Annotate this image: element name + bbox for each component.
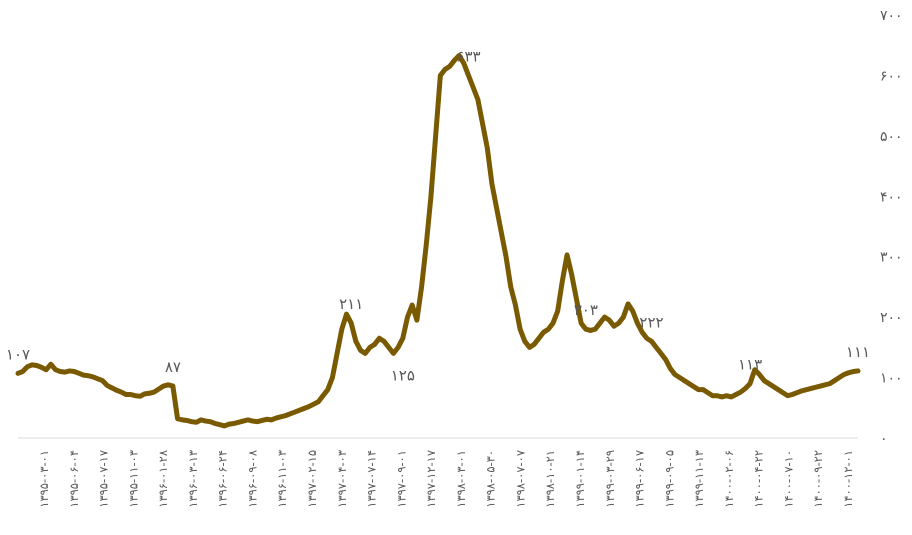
y-tick-label: ۴۰۰ — [880, 189, 903, 205]
data-label: ۱۲۵ — [391, 366, 415, 384]
data-label: ۳۰۳ — [574, 301, 598, 319]
y-tick-label: ۰ — [880, 431, 888, 447]
x-tick-label: ۱۳۹۵-۰۶-۰۴ — [67, 450, 81, 508]
y-tick-label: ۷۰۰ — [880, 8, 903, 24]
x-tick-label: ۱۳۹۸-۰۷-۰۷ — [513, 450, 527, 508]
data-label: ۲۱۱ — [339, 295, 363, 313]
x-tick-label: ۱۳۹۶-۰۶-۲۴ — [216, 450, 230, 508]
x-tick-label: ۱۳۹۹-۱۱-۱۳ — [692, 450, 706, 508]
x-tick-label: ۱۳۹۷-۰۷-۱۴ — [365, 450, 379, 508]
x-tick-label: ۱۳۹۶-۰۹-۰۸ — [245, 450, 259, 508]
x-tick-label: ۱۳۹۹-۰۳-۲۹ — [603, 450, 617, 508]
y-tick-label: ۱۰۰ — [880, 371, 903, 387]
y-tick-label: ۶۰۰ — [880, 68, 903, 84]
x-tick-label: ۱۳۹۶-۰۳-۱۳ — [186, 450, 200, 508]
y-tick-label: ۲۰۰ — [880, 310, 903, 326]
y-tick-label: ۵۰۰ — [880, 129, 903, 145]
x-tick-label: ۱۳۹۵-۰۳-۰۱ — [37, 450, 51, 508]
data-label: ۱۰۷ — [6, 345, 30, 363]
x-tick-label: ۱۴۰۰-۰۹-۲۲ — [811, 450, 825, 508]
x-tick-label: ۱۳۹۸-۰۳-۰۱ — [454, 450, 468, 508]
x-tick-label: ۱۳۹۵-۰۷-۱۷ — [97, 450, 111, 508]
x-tick-label: ۱۳۹۶-۱۱-۰۳ — [275, 450, 289, 508]
data-label: ۸۷ — [165, 358, 181, 376]
x-tick-label: ۱۳۹۷-۰۴-۰۳ — [335, 450, 349, 508]
y-tick-label: ۳۰۰ — [880, 250, 903, 266]
x-tick-label: ۱۳۹۹-۰۱-۱۴ — [573, 450, 587, 508]
data-label: ۶۳۳ — [456, 47, 480, 65]
data-label: ۱۱۱ — [846, 343, 870, 361]
x-tick-label: ۱۳۹۹-۰۶-۱۷ — [633, 450, 647, 508]
x-tick-label: ۱۳۹۶-۰۱-۲۸ — [156, 450, 170, 508]
x-tick-label: ۱۳۹۸-۱۰-۲۱ — [543, 450, 557, 508]
x-tick-label: ۱۳۹۵-۱۱-۰۳ — [126, 450, 140, 508]
x-tick-label: ۱۳۹۷-۰۹-۰۱ — [394, 450, 408, 508]
series-line — [15, 52, 861, 429]
x-tick-label: ۱۴۰۰-۰۴-۲۲ — [752, 450, 766, 508]
x-tick-label: ۱۴۰۰-۰۲-۰۶ — [722, 450, 736, 508]
x-tick-label: ۱۴۰۰-۰۷-۱۰ — [781, 450, 795, 508]
x-tick-label: ۱۳۹۷-۰۲-۱۵ — [305, 450, 319, 508]
x-tick-label: ۱۴۰۰-۱۲-۰۱ — [841, 450, 855, 508]
x-tick-label: ۱۳۹۸-۰۵-۳۰ — [484, 450, 498, 508]
data-label: ۱۱۳ — [738, 356, 762, 374]
data-label: ۲۲۲ — [639, 313, 663, 331]
x-tick-label: ۱۳۹۹-۰۹-۰۵ — [662, 450, 676, 508]
x-tick-label: ۱۳۹۷-۱۲-۱۷ — [424, 450, 438, 508]
